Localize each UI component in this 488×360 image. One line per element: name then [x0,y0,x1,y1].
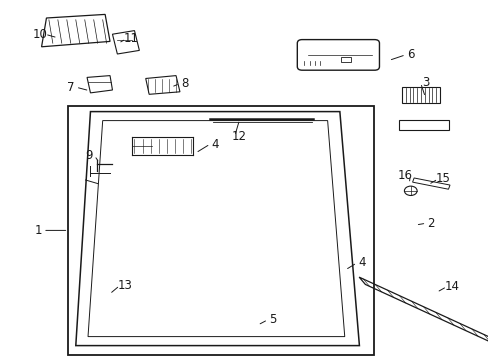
Text: 6: 6 [406,48,414,61]
Text: 9: 9 [85,149,93,162]
Text: 4: 4 [357,256,365,269]
Text: 7: 7 [67,81,75,94]
Text: 5: 5 [268,313,276,326]
Text: 16: 16 [397,169,412,182]
Text: 2: 2 [427,217,434,230]
Text: 13: 13 [117,279,132,292]
Text: 12: 12 [232,130,246,143]
Text: 15: 15 [435,172,449,185]
Text: 10: 10 [33,28,47,41]
Text: 11: 11 [123,32,138,45]
Text: 4: 4 [211,138,219,150]
Text: 1: 1 [34,224,42,237]
Text: 8: 8 [181,77,188,90]
Text: 14: 14 [444,280,458,293]
Text: 3: 3 [421,76,428,89]
